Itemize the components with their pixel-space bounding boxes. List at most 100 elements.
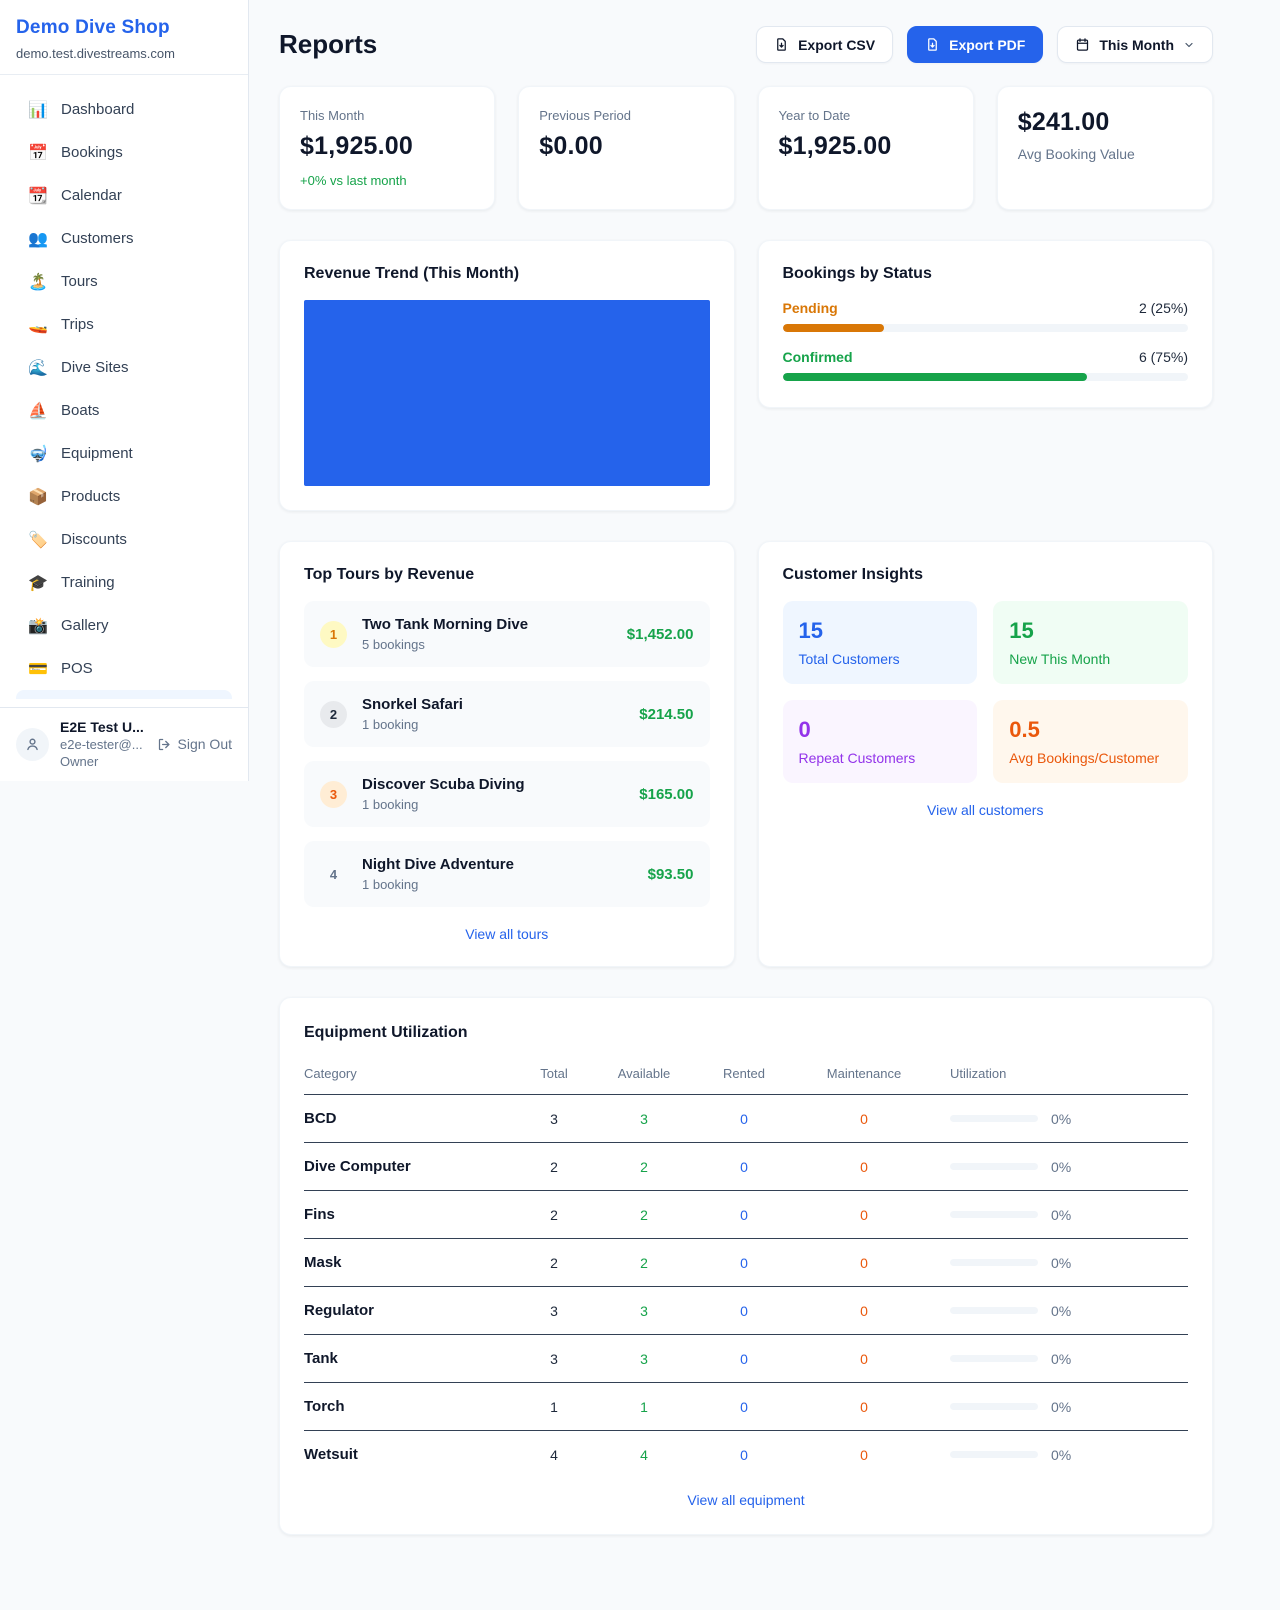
sidebar-item-label: POS: [61, 660, 93, 677]
utilization-percent: 0%: [1051, 1158, 1072, 1175]
header-actions: Export CSV Export PDF This Month: [756, 26, 1213, 63]
cell-rented: 0: [694, 1382, 794, 1431]
user-icon: [27, 738, 38, 750]
sidebar-item-reports-active-partial[interactable]: [16, 690, 232, 699]
cell-rented: 0: [694, 1286, 794, 1335]
customers-icon: 👥: [28, 230, 48, 248]
cell-maintenance: 0: [794, 1094, 934, 1143]
rank-badge: 1: [320, 620, 347, 648]
credit-card-icon: 💳: [28, 660, 48, 678]
insight-repeat-customers: 0 Repeat Customers: [782, 700, 978, 783]
sidebar-item-pos[interactable]: 💳 POS: [8, 647, 240, 690]
insight-value: 15: [798, 618, 823, 643]
cell-available: 3: [594, 1094, 694, 1143]
cell-category: Mask: [304, 1238, 514, 1287]
stat-card-previous-period: Previous Period $0.00: [518, 86, 735, 210]
sidebar-item-label: Calendar: [61, 187, 122, 204]
view-all-tours-link[interactable]: View all tours: [465, 926, 549, 942]
cell-maintenance: 0: [794, 1382, 934, 1431]
sign-out-button[interactable]: Sign Out: [157, 736, 232, 752]
sidebar-item-calendar[interactable]: 📆 Calendar: [8, 174, 240, 217]
period-dropdown[interactable]: This Month: [1057, 26, 1213, 63]
cell-total: 1: [514, 1382, 594, 1431]
sidebar-item-dive-sites[interactable]: 🌊 Dive Sites: [8, 346, 240, 389]
cell-available: 3: [594, 1334, 694, 1383]
cell-rented: 0: [740, 1446, 748, 1463]
user-role: Owner: [60, 754, 99, 769]
cell-category: Torch: [304, 1382, 514, 1431]
sidebar-item-label: Tours: [61, 273, 98, 290]
equipment-utilization-card: Equipment Utilization Category Total Ava…: [279, 997, 1213, 1535]
user-info: E2E Test U... e2e-tester@... Owner: [60, 719, 144, 769]
cell-total: 3: [514, 1094, 594, 1143]
sidebar-item-bookings[interactable]: 📅 Bookings: [8, 131, 240, 174]
file-download-icon: [928, 38, 937, 51]
user-email: e2e-tester@...: [60, 737, 143, 752]
stat-value: $1,925.00: [778, 132, 892, 160]
sidebar-item-boats[interactable]: ⛵ Boats: [8, 389, 240, 432]
cell-available: 2: [594, 1238, 694, 1287]
table-row: BCD 3 3 0 0 0%: [304, 1094, 1188, 1143]
insight-avg-bookings: 0.5 Avg Bookings/Customer: [993, 700, 1188, 783]
col-utilization: Utilization: [934, 1056, 1188, 1095]
status-value: 6 (75%): [1138, 349, 1188, 365]
export-pdf-button[interactable]: Export PDF: [907, 26, 1044, 63]
bookings-by-status-card: Bookings by Status Pending 2 (25%) Confi…: [757, 240, 1213, 408]
cell-utilization: 0%: [934, 1431, 1188, 1479]
export-pdf-label: Export PDF: [949, 36, 1026, 53]
tour-name: Snorkel Safari: [362, 696, 463, 713]
cell-rented: 0: [694, 1238, 794, 1287]
utilization-bar: [950, 1115, 1038, 1122]
sidebar-item-products[interactable]: 📦 Products: [8, 475, 240, 518]
sidebar-item-equipment[interactable]: 🤿 Equipment: [8, 432, 240, 475]
cell-rented: 0: [694, 1094, 794, 1143]
insight-label: Repeat Customers: [798, 750, 916, 766]
sign-out-label: Sign Out: [177, 736, 232, 752]
sidebar-item-dashboard[interactable]: 📊 Dashboard: [8, 88, 240, 131]
export-csv-button[interactable]: Export CSV: [756, 26, 894, 63]
cell-rented: 0: [694, 1142, 794, 1191]
shop-domain: demo.test.divestreams.com: [16, 46, 175, 61]
cell-total: 2: [514, 1142, 594, 1191]
cell-total: 4: [550, 1446, 558, 1463]
cell-available: 1: [594, 1382, 694, 1431]
insight-value: 0.5: [1009, 717, 1040, 742]
sidebar-item-tours[interactable]: 🏝️ Tours: [8, 260, 240, 303]
tour-bookings: 1 booking: [362, 717, 419, 732]
sidebar-item-label: Trips: [61, 316, 94, 333]
status-progress-fill: [782, 324, 884, 332]
wave-icon: 🌊: [28, 359, 48, 377]
cell-category: Tank: [304, 1334, 514, 1383]
sidebar-item-training[interactable]: 🎓 Training: [8, 561, 240, 604]
view-all-equipment-link[interactable]: View all equipment: [687, 1492, 805, 1508]
page-title: Reports: [279, 29, 378, 59]
cell-utilization: 0%: [934, 1334, 1188, 1383]
sidebar-item-customers[interactable]: 👥 Customers: [8, 217, 240, 260]
cell-utilization: 0%: [934, 1238, 1188, 1287]
sidebar-item-label: Discounts: [61, 531, 127, 548]
shop-name-link[interactable]: Demo Dive Shop: [16, 17, 170, 38]
charts-row: Revenue Trend (This Month) Bookings by S…: [279, 240, 1213, 511]
status-label: Confirmed: [782, 349, 853, 365]
cell-category: Wetsuit: [304, 1446, 358, 1463]
sidebar-header: Demo Dive Shop demo.test.divestreams.com: [0, 0, 248, 75]
camera-icon: 📸: [28, 617, 48, 635]
cell-category: Regulator: [304, 1286, 514, 1335]
tour-revenue: $93.50: [647, 865, 694, 883]
table-row: Dive Computer 2 2 0 0 0%: [304, 1142, 1188, 1191]
tour-revenue: $165.00: [639, 785, 694, 803]
stat-value: $1,925.00: [300, 132, 414, 160]
file-download-icon: [777, 38, 786, 51]
cell-category: Dive Computer: [304, 1142, 514, 1191]
status-row-confirmed: Confirmed 6 (75%): [782, 349, 1188, 381]
stat-label: Previous Period: [539, 108, 632, 123]
sidebar-item-trips[interactable]: 🚤 Trips: [8, 303, 240, 346]
tour-bookings: 5 bookings: [362, 637, 425, 652]
table-row: Fins 2 2 0 0 0%: [304, 1190, 1188, 1239]
view-all-customers-link[interactable]: View all customers: [927, 802, 1044, 818]
stat-label: This Month: [300, 108, 365, 123]
sidebar-item-discounts[interactable]: 🏷️ Discounts: [8, 518, 240, 561]
cell-maintenance: 0: [794, 1238, 934, 1287]
sidebar-item-gallery[interactable]: 📸 Gallery: [8, 604, 240, 647]
